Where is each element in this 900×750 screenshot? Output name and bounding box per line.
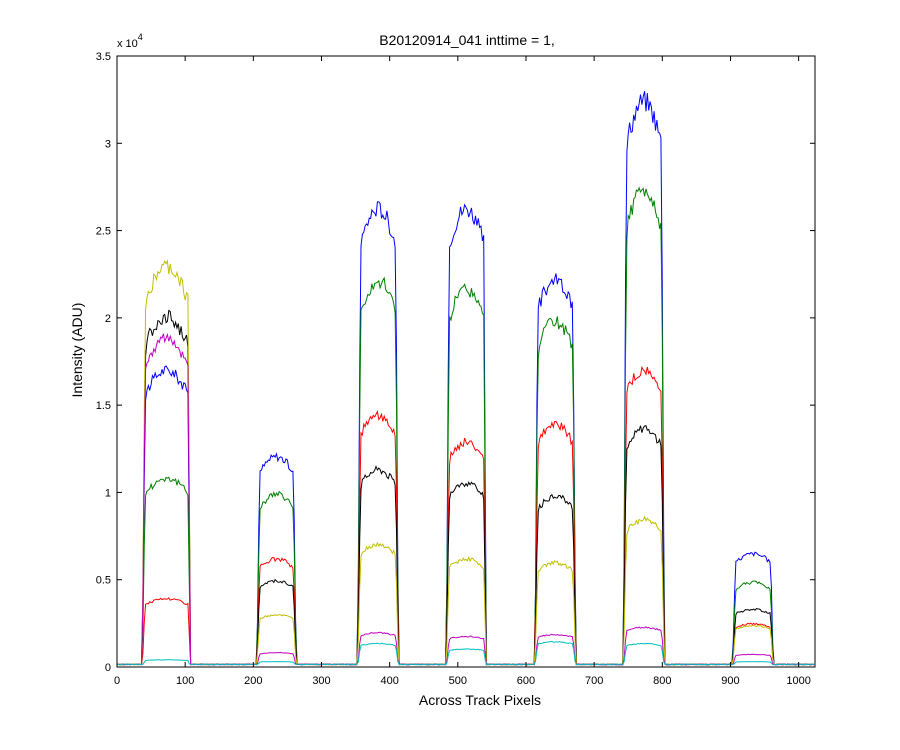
x-tick-label: 900 <box>721 675 739 687</box>
y-exponent-power: 4 <box>138 32 143 42</box>
x-axis: 0 100 200 300 400 500 600 700 800 900 1000 <box>114 56 811 687</box>
x-tick-label: 500 <box>449 675 467 687</box>
y-axis: 0 0.5 1 1.5 2 2.5 3 3.5 <box>96 51 815 674</box>
y-tick-label: 3.5 <box>96 51 111 63</box>
x-tick-label: 300 <box>312 675 330 687</box>
y-axis-label: Intensity (ADU) <box>69 303 85 398</box>
x-tick-label: 600 <box>517 675 535 687</box>
x-tick-label: 0 <box>114 675 120 687</box>
y-tick-label: 3 <box>105 138 111 150</box>
plot-area: 0 100 200 300 400 500 600 700 800 900 1000 0 0.5 1 1.… <box>96 51 816 687</box>
y-tick-label: 0 <box>105 662 111 674</box>
chart-title: B20120914_041 inttime = 1, <box>379 32 555 48</box>
x-tick-label: 700 <box>585 675 603 687</box>
x-tick-label: 200 <box>244 675 262 687</box>
y-exponent-label: x 104 <box>117 32 143 50</box>
y-tick-label: 0.5 <box>96 575 111 587</box>
x-tick-label: 800 <box>653 675 671 687</box>
y-tick-label: 2.5 <box>96 226 111 238</box>
y-tick-label: 1 <box>105 487 111 499</box>
x-tick-label: 400 <box>380 675 398 687</box>
y-tick-label: 1.5 <box>96 400 111 412</box>
y-tick-label: 2 <box>105 313 111 325</box>
x-tick-label: 100 <box>176 675 194 687</box>
series-layer <box>116 91 816 666</box>
plot-frame <box>116 55 816 668</box>
series-line <box>117 640 816 666</box>
x-tick-label: 1000 <box>786 675 810 687</box>
y-exponent-base: x 10 <box>117 38 138 50</box>
x-axis-label: Across Track Pixels <box>419 692 541 708</box>
